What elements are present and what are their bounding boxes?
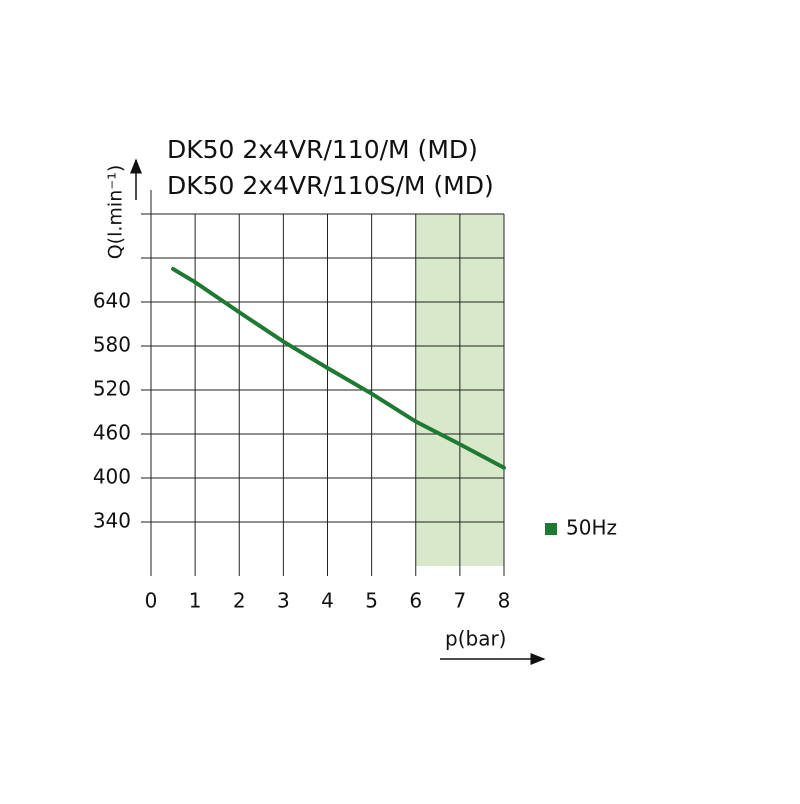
x-tick-label: 0 — [145, 589, 158, 613]
x-tick-label: 5 — [365, 589, 378, 613]
chart-title: DK50 2x4VR/110S/M (MD) — [167, 171, 494, 200]
y-tick-label: 520 — [93, 377, 131, 401]
y-tick-label: 340 — [93, 509, 131, 533]
y-tick-label: 460 — [93, 421, 131, 445]
y-axis-label: Q(l.min⁻¹) — [105, 165, 127, 260]
y-tick-label: 400 — [93, 465, 131, 489]
x-tick-label: 6 — [409, 589, 422, 613]
y-tick-label: 580 — [93, 333, 131, 357]
legend-label: 50Hz — [566, 516, 617, 540]
x-axis-label: p(bar) — [445, 627, 506, 651]
chart-title: DK50 2x4VR/110/M (MD) — [167, 135, 478, 164]
y-tick-label: 640 — [93, 289, 131, 313]
x-tick-label: 4 — [321, 589, 334, 613]
x-tick-label: 3 — [277, 589, 290, 613]
x-tick-label: 2 — [233, 589, 246, 613]
x-tick-label: 1 — [189, 589, 202, 613]
x-tick-label: 8 — [498, 589, 511, 613]
legend-swatch — [545, 523, 557, 535]
x-tick-label: 7 — [454, 589, 467, 613]
data-line — [171, 267, 506, 470]
